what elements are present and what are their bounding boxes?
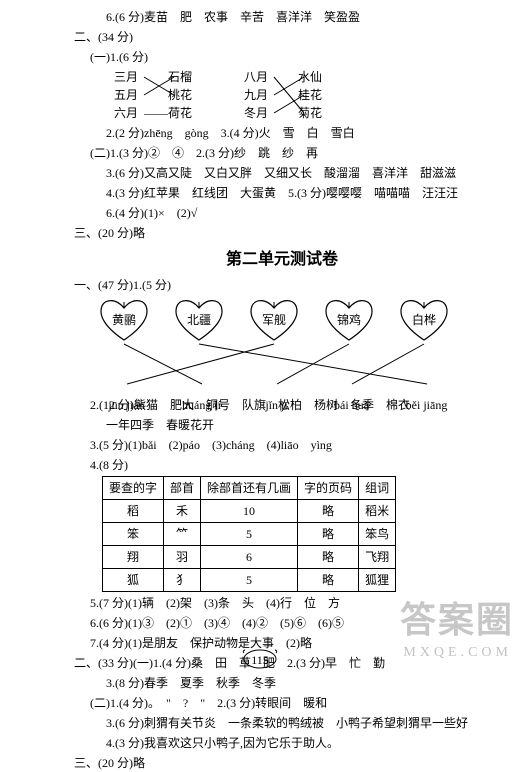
u5: 5.(7 分)(1)辆 (2)架 (3)条 头 (4)行 位 方 bbox=[74, 594, 490, 612]
page-number: 115 bbox=[240, 651, 280, 669]
table-cell: 笨 bbox=[103, 523, 164, 546]
s2: 二、(33 分)(一)1.(4 分)桑 田 草 肥 2.(3 分)早 忙 勤 bbox=[74, 654, 490, 672]
table-cell: 5 bbox=[201, 523, 298, 546]
table-cell: 狐 bbox=[103, 569, 164, 592]
pinyin-item: huáng lí bbox=[169, 396, 234, 414]
u6: 6.(6 分)(1)③ (2)① (3)④ (4)② (5)⑥ (6)⑤ bbox=[74, 614, 490, 632]
sec2-b6: 6.(4 分)(1)× (2)√ bbox=[74, 204, 490, 222]
table-header: 字的页码 bbox=[298, 477, 359, 500]
table-cell: 翔 bbox=[103, 546, 164, 569]
pinyin-item: běi jiāng bbox=[394, 396, 459, 414]
table-cell: 略 bbox=[298, 523, 359, 546]
u3: 3.(5 分)(1)bǎi (2)páo (3)cháng (4)liāo yì… bbox=[74, 436, 490, 454]
table-header: 部首 bbox=[164, 477, 201, 500]
heart-item: 黄鹂 bbox=[94, 296, 154, 344]
table-cell: 10 bbox=[201, 500, 298, 523]
table-header: 除部首还有几画 bbox=[201, 477, 298, 500]
sec2-1-header: (一)1.(6 分) bbox=[74, 48, 490, 66]
table-header: 组词 bbox=[359, 477, 396, 500]
u7: 7.(4 分)(1)是朋友 保护动物是大事 (2)略 bbox=[74, 634, 490, 652]
s2b: (二)1.(4 分)。 " ? " 2.(3 分)转眼间 暖和 bbox=[74, 694, 490, 712]
table-cell: 稻米 bbox=[359, 500, 396, 523]
u4: 4.(8 分) bbox=[74, 456, 490, 474]
table-cell: 笨鸟 bbox=[359, 523, 396, 546]
unit-title: 第二单元测试卷 bbox=[74, 248, 490, 272]
pinyin-item: jǐn jī bbox=[244, 396, 309, 414]
s2-3: 3.(8 分)春季 夏季 秋季 冬季 bbox=[74, 674, 490, 692]
u-sec1: 一、(47 分)1.(5 分) bbox=[74, 276, 490, 294]
heart-item: 北疆 bbox=[169, 296, 229, 344]
heart-item: 锦鸡 bbox=[319, 296, 379, 344]
pinyin-item: jūn jiàn bbox=[94, 396, 159, 414]
table-row: 翔羽6略飞翔 bbox=[103, 546, 396, 569]
table-row: 笨⺮5略笨鸟 bbox=[103, 523, 396, 546]
table-cell: 略 bbox=[298, 500, 359, 523]
table-cell: 犭 bbox=[164, 569, 201, 592]
sec2-b1: (二)1.(3 分)② ④ 2.(3 分)纱 跳 纱 再 bbox=[74, 144, 490, 162]
table-header: 要查的字 bbox=[103, 477, 164, 500]
table-cell: 羽 bbox=[164, 546, 201, 569]
table-row: 稻禾10略稻米 bbox=[103, 500, 396, 523]
line-top: 6.(6 分)麦苗 肥 农事 辛苦 喜洋洋 笑盈盈 bbox=[74, 8, 490, 26]
heart-item: 白桦 bbox=[394, 296, 454, 344]
s2b4: 4.(3 分)我喜欢这只小鸭子,因为它乐于助人。 bbox=[74, 734, 490, 752]
table-cell: 略 bbox=[298, 546, 359, 569]
s2b3: 3.(6 分)刺猬有关节炎 一条柔软的鸭绒被 小鸭子希望刺猬早一些好 bbox=[74, 714, 490, 732]
sec2-b4: 4.(3 分)红苹果 红线团 大蛋黄 5.(3 分)嘤嘤嘤 喵喵喵 汪汪汪 bbox=[74, 184, 490, 202]
table-cell: 飞翔 bbox=[359, 546, 396, 569]
sec3: 三、(20 分)略 bbox=[74, 224, 490, 242]
table-cell: 狐狸 bbox=[359, 569, 396, 592]
sec2-2: 2.(2 分)zhēng gòng 3.(4 分)火 雪 白 雪白 bbox=[74, 124, 490, 142]
u2b: 一年四季 春暖花开 bbox=[74, 416, 490, 434]
table-cell: 禾 bbox=[164, 500, 201, 523]
sec2-header: 二、(34 分) bbox=[74, 28, 490, 46]
s3b: 三、(20 分)略 bbox=[74, 754, 490, 772]
heart-item: 军舰 bbox=[244, 296, 304, 344]
cross-block: 三月 石榴 五月 桃花 六月——荷花 八月 水仙 九月 桂花 冬月 菊花 bbox=[114, 68, 490, 124]
hearts-diagram: 黄鹂 北疆 军舰 锦鸡 白桦 jūn jiànhuáng líjǐn jībái… bbox=[84, 296, 464, 396]
table-cell: 6 bbox=[201, 546, 298, 569]
table-row: 狐犭5略狐狸 bbox=[103, 569, 396, 592]
sec2-b3: 3.(6 分)又高又陡 又白又胖 又细又长 酸溜溜 喜洋洋 甜滋滋 bbox=[74, 164, 490, 182]
table-cell: 5 bbox=[201, 569, 298, 592]
table-cell: 稻 bbox=[103, 500, 164, 523]
lookup-table: 要查的字部首除部首还有几画字的页码组词 稻禾10略稻米笨⺮5略笨鸟翔羽6略飞翔狐… bbox=[102, 476, 396, 592]
pinyin-item: bái huà bbox=[319, 396, 384, 414]
table-cell: ⺮ bbox=[164, 523, 201, 546]
table-cell: 略 bbox=[298, 569, 359, 592]
